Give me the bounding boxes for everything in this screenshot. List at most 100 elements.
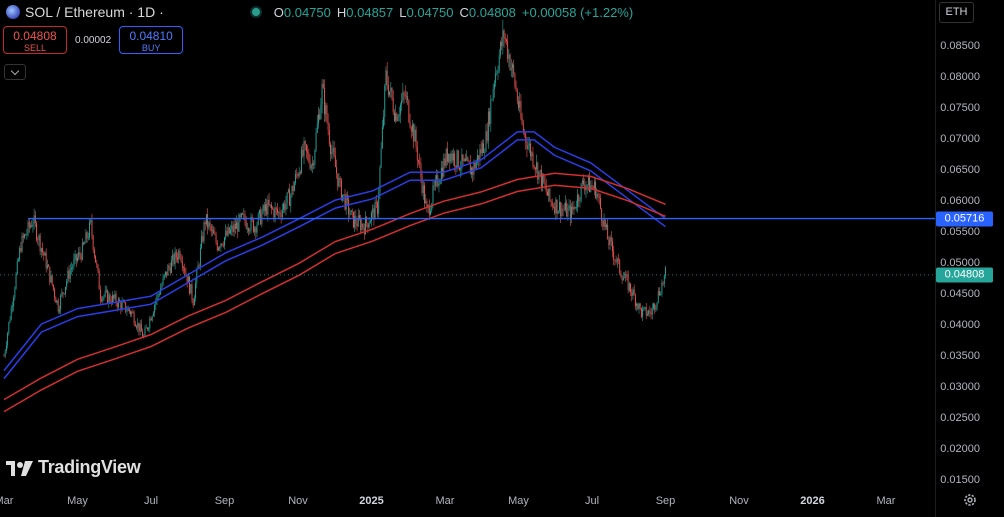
candle-body — [601, 208, 603, 221]
candle-body — [45, 252, 47, 269]
candle-body — [509, 54, 511, 70]
candle-body — [391, 87, 393, 99]
tradingview-logo[interactable]: TradingView — [6, 457, 141, 478]
spread-value: 0.00002 — [75, 34, 112, 46]
candle-body — [450, 153, 452, 163]
candle-body — [359, 215, 360, 220]
candle-body — [198, 265, 200, 267]
candle-body — [71, 267, 72, 270]
candle-body — [415, 129, 417, 147]
candle-body — [503, 30, 505, 38]
time-axis-label: Sep — [655, 495, 676, 507]
candle-body — [549, 188, 551, 201]
candle-body — [272, 208, 274, 210]
candle-body — [305, 144, 307, 152]
candle-body — [527, 145, 529, 150]
candle-body — [297, 174, 299, 177]
candle-body — [9, 319, 11, 323]
time-axis-label: May — [67, 495, 88, 507]
candle-body — [161, 284, 163, 289]
candle-body — [167, 265, 169, 276]
candle-body — [213, 230, 215, 234]
candle-body — [402, 92, 404, 101]
candle-body — [591, 185, 593, 187]
candle-body — [183, 267, 184, 269]
buy-button[interactable]: 0.04810 BUY — [119, 26, 184, 54]
candle-body — [44, 252, 46, 256]
currency-selector[interactable]: ETH — [939, 2, 974, 23]
candle-body — [174, 251, 176, 265]
time-axis-label: Jul — [143, 495, 159, 507]
candle-body — [368, 223, 370, 228]
candle-body — [534, 167, 536, 170]
candle-body — [145, 327, 147, 329]
candle-body — [606, 224, 607, 228]
candle-body — [489, 111, 491, 124]
candle-body — [201, 236, 203, 248]
collapse-legend-button[interactable] — [4, 64, 26, 80]
candle-body — [502, 30, 504, 47]
price-axis-label: 0.02000 — [940, 443, 980, 455]
candle-body — [87, 237, 89, 239]
candle-body — [521, 117, 523, 125]
candle-body — [221, 243, 223, 246]
candle-body — [150, 318, 152, 321]
candle-body — [637, 303, 639, 310]
candle-body — [103, 295, 105, 298]
candle-body — [452, 153, 454, 161]
symbol-title[interactable]: SOL / Ethereum · 1D · — [25, 4, 164, 20]
candle-body — [408, 100, 410, 122]
candle-body — [83, 242, 84, 245]
candle-body — [619, 259, 621, 273]
candle-body — [419, 161, 421, 164]
candle-body — [486, 131, 488, 141]
candle-body — [474, 163, 476, 169]
open-value: 0.04750 — [283, 4, 331, 20]
candle-body — [618, 258, 619, 260]
candle-body — [544, 182, 546, 185]
settings-gear-icon[interactable] — [963, 493, 977, 507]
candle-body — [240, 213, 242, 218]
candle-body — [245, 221, 247, 229]
candle-body — [589, 176, 591, 193]
candle-body — [144, 328, 146, 336]
candle-body — [140, 323, 142, 332]
candle-body — [69, 269, 71, 279]
candle-body — [607, 224, 609, 240]
horizontal-line-layer — [0, 217, 935, 276]
candle-body — [299, 172, 301, 173]
high-value: 0.04857 — [346, 4, 394, 20]
candle-body — [439, 180, 441, 184]
ma-blue-line — [3, 139, 666, 380]
candle-body — [642, 308, 644, 317]
candle-body — [454, 153, 456, 166]
candle-body — [343, 194, 345, 195]
candle-body — [330, 143, 331, 154]
candle-body — [102, 297, 104, 302]
candle-body — [13, 297, 15, 307]
candle-body — [156, 294, 158, 301]
time-axis-label: Mar — [0, 495, 14, 507]
candle-body — [5, 344, 7, 351]
candle-body — [448, 153, 450, 162]
candle-body — [312, 163, 313, 166]
candle-body — [16, 260, 18, 274]
candle-body — [632, 289, 634, 296]
candle-body — [654, 303, 656, 310]
price-axis-label: 0.08000 — [940, 71, 980, 83]
candle-body — [222, 245, 224, 246]
candle-body — [289, 189, 291, 206]
candle-body — [426, 200, 428, 208]
candle-body — [504, 37, 506, 40]
candle-body — [316, 123, 318, 133]
candle-body — [166, 271, 168, 276]
candle-body — [337, 173, 339, 187]
solana-icon — [6, 5, 20, 19]
candle-body — [14, 288, 16, 298]
candle-body — [355, 216, 357, 225]
candle-body — [287, 189, 289, 193]
sell-button[interactable]: 0.04808 SELL — [3, 26, 67, 54]
candle-body — [97, 264, 99, 272]
candle-body — [212, 230, 213, 231]
